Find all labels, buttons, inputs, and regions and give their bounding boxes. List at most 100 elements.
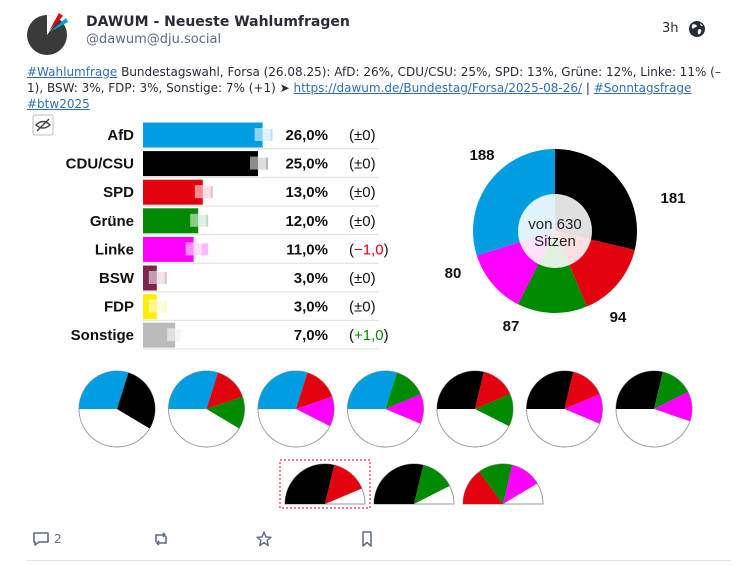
- party-label: BSW: [99, 270, 135, 287]
- coalition-pie: [78, 370, 156, 448]
- coalition-slice-grüne: [654, 372, 688, 409]
- coalition-slice-cdu-csu: [437, 371, 484, 409]
- globe-icon: [689, 21, 705, 37]
- coalition-slice-cdu-csu: [117, 372, 155, 429]
- coalition-slice-cdu-csu: [616, 371, 663, 409]
- seat-label-afd: 188: [469, 147, 494, 164]
- party-label: SPD: [103, 184, 134, 201]
- bookmark-button[interactable]: [358, 528, 376, 550]
- change-label: (±0): [349, 127, 376, 144]
- star-icon: [256, 531, 272, 547]
- half-coalition-pie: [462, 463, 544, 505]
- coalition-slice-spd: [206, 372, 243, 409]
- coalition-slice-afd: [347, 371, 397, 409]
- value-label: 12,0%: [285, 213, 328, 230]
- seat-label-cdu-csu: 181: [660, 190, 685, 207]
- coalition-slice-grüne: [475, 394, 513, 427]
- media-attachment[interactable]: AfD 26,0% (±0) CDU/CSU 25,0% (±0) SPD 13,0% (±0)…: [27, 110, 731, 518]
- change-label: (±0): [349, 213, 376, 230]
- source-link[interactable]: https://dawum.de/Bundestag/Forsa/2025-08…: [293, 81, 583, 95]
- bar-ghost-linke: [185, 242, 202, 256]
- coalition-slice-spd: [296, 372, 332, 409]
- party-label: CDU/CSU: [66, 156, 134, 173]
- boost-button[interactable]: [152, 528, 170, 550]
- pie-logo-icon[interactable]: [26, 10, 72, 56]
- party-label: Linke: [95, 241, 134, 258]
- hashtag-wahlumfrage[interactable]: #Wahlumfrage: [27, 65, 118, 79]
- bar-ghost-bsw: [148, 271, 165, 284]
- coalition-slice-spd: [564, 372, 600, 409]
- coalition-slice-linke: [385, 394, 424, 424]
- bookmark-icon: [362, 531, 372, 547]
- favourite-button[interactable]: [255, 528, 273, 550]
- half-slice-grüne: [414, 465, 450, 504]
- value-label: 3,0%: [294, 299, 328, 316]
- party-label: Sonstige: [71, 327, 134, 344]
- hashtag-btw2025[interactable]: #btw2025: [27, 97, 90, 111]
- coalition-slice-linke: [564, 394, 603, 424]
- change-label: (−1,0): [349, 241, 389, 258]
- coalition-slice-grüne: [385, 372, 421, 409]
- change-label: (+1,0): [349, 327, 389, 344]
- value-label: 26,0%: [285, 127, 328, 144]
- value-label: 11,0%: [286, 241, 328, 258]
- coalition-pie: [436, 370, 514, 448]
- bar-spd: [143, 179, 203, 205]
- reply-icon: [33, 532, 49, 546]
- status-body: Bundestagswahl, Forsa (26.08.25): AfD: 2…: [27, 65, 721, 95]
- donut-center: [518, 194, 592, 268]
- bar-ghost-sonstige: [167, 328, 184, 342]
- eye-slash-icon[interactable]: [32, 114, 54, 136]
- coalition-slice-linke: [654, 391, 692, 422]
- action-bar: 2: [0, 528, 742, 552]
- coalition-pie: [257, 370, 335, 448]
- donut-center-label: Sitzen: [534, 233, 576, 250]
- change-label: (±0): [349, 299, 376, 316]
- hashtag-sonntagsfrage[interactable]: #Sonntagsfrage: [593, 81, 692, 95]
- poll-chart: AfD 26,0% (±0) CDU/CSU 25,0% (±0) SPD 13,0% (±0)…: [32, 114, 693, 509]
- seat-label-linke: 80: [445, 265, 462, 282]
- bar-linke: [143, 236, 194, 262]
- reply-count: 2: [54, 532, 62, 546]
- half-coalition-pie: [279, 459, 371, 509]
- seat-slice-grüne: [517, 231, 587, 313]
- bar-ghost-grüne: [190, 213, 207, 227]
- divider: [27, 560, 731, 561]
- change-label: (±0): [349, 184, 376, 201]
- coalition-slice-afd: [258, 371, 308, 409]
- value-label: 25,0%: [285, 156, 328, 173]
- bar-ghost-spd: [194, 185, 211, 199]
- coalition-slice-linke: [296, 396, 335, 427]
- half-slice-linke: [503, 465, 538, 504]
- coalition-pie: [526, 370, 603, 448]
- coalition-slice-afd: [79, 371, 129, 409]
- value-label: 7,0%: [294, 327, 328, 344]
- coalition-slice-afd: [168, 371, 218, 409]
- coalition-pie: [347, 370, 424, 448]
- value-label: 3,0%: [294, 270, 328, 287]
- seat-label-grüne: 87: [503, 318, 520, 335]
- half-slice-cdu-csu: [374, 464, 424, 504]
- bar-afd: [143, 122, 263, 148]
- half-slice-spd: [325, 465, 362, 504]
- account-handle[interactable]: @dawum@dju.social: [86, 32, 222, 47]
- party-label: FDP: [104, 299, 134, 316]
- half-slice-cdu-csu: [285, 464, 335, 504]
- value-label: 13,0%: [285, 184, 328, 201]
- coalition-slice-spd: [475, 372, 511, 409]
- bar-ghost-cdu-csu: [250, 156, 266, 170]
- bar-ghost-afd: [254, 128, 271, 141]
- status-text: #Wahlumfrage Bundestagswahl, Forsa (26.0…: [27, 64, 731, 112]
- seat-label-spd: 94: [610, 309, 627, 326]
- display-name[interactable]: DAWUM - Neueste Wahlumfragen: [86, 14, 350, 30]
- half-coalition-pie: [373, 463, 455, 505]
- change-label: (±0): [349, 156, 376, 173]
- bar-grüne: [143, 208, 199, 234]
- half-slice-grüne: [479, 464, 513, 504]
- reply-button[interactable]: 2: [32, 528, 62, 550]
- bar-ghost-fdp: [148, 299, 165, 313]
- post-timestamp[interactable]: 3h: [662, 21, 679, 36]
- change-label: (±0): [349, 270, 376, 287]
- boost-icon: [155, 532, 167, 546]
- coalition-slice-cdu-csu: [526, 371, 574, 409]
